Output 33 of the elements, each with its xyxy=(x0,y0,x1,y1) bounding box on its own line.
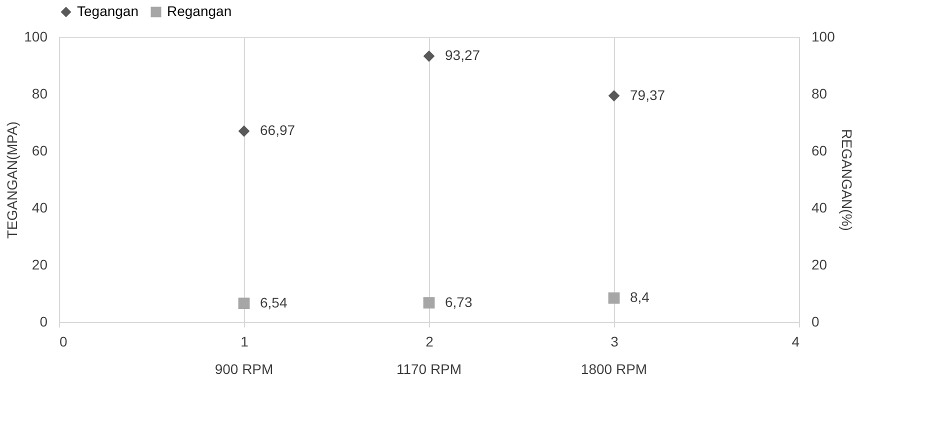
x-tick-label: 2 xyxy=(426,334,434,350)
text: 1170 RPM xyxy=(396,361,462,377)
text: 1800 RPM xyxy=(580,361,648,377)
y2-tick-label: 100 xyxy=(812,28,836,44)
legend-label: Tegangan xyxy=(77,3,139,19)
y-tick-label: 100 xyxy=(24,28,48,44)
data-label: 66,97 xyxy=(260,122,296,138)
y2-axis-title: REGANGAN(%) xyxy=(838,129,855,231)
data-label: 6,73 xyxy=(445,294,472,310)
y2-tick-label: 20 xyxy=(812,256,828,272)
y-tick-label: 20 xyxy=(32,256,48,272)
y-axis-title: TEGANGAN(MPA) xyxy=(4,121,20,239)
x-tick-label: 1 xyxy=(240,334,249,350)
point xyxy=(608,90,620,102)
data-label: 8,4 xyxy=(630,289,650,306)
y-tick-label: 60 xyxy=(32,142,48,158)
y-tick-label: 80 xyxy=(32,86,48,102)
y2-tick-label: 40 xyxy=(812,200,828,216)
x-tick-label: 0 xyxy=(60,334,68,350)
data-label: 93,27 xyxy=(445,47,480,64)
y-tick-label: 0 xyxy=(40,314,48,330)
y2-tick-label: 0 xyxy=(812,314,820,330)
data-label: 6,54 xyxy=(260,294,288,310)
x-tick-label: 4 xyxy=(792,334,800,350)
data-label: 79,37 xyxy=(630,86,666,103)
point xyxy=(423,50,435,62)
point xyxy=(238,125,250,137)
legend-label: Regangan xyxy=(167,3,232,19)
x-tick-label: 3 xyxy=(610,334,619,350)
y2-tick-label: 60 xyxy=(812,142,828,158)
text: 900 RPM xyxy=(214,361,274,377)
y2-tick-label: 80 xyxy=(812,86,828,102)
y-tick-label: 40 xyxy=(32,200,48,216)
